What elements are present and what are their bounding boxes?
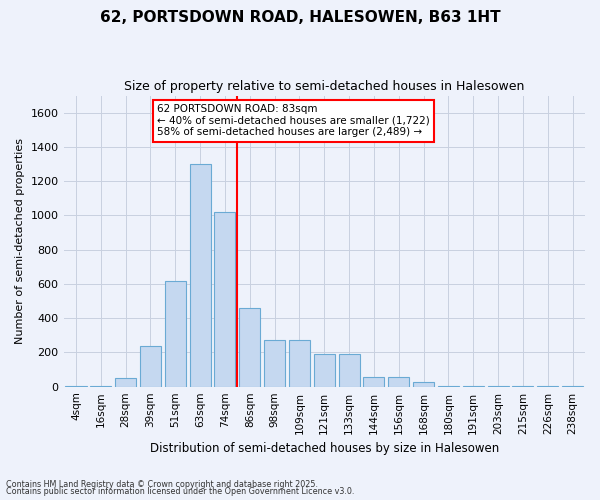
Y-axis label: Number of semi-detached properties: Number of semi-detached properties (15, 138, 25, 344)
Title: Size of property relative to semi-detached houses in Halesowen: Size of property relative to semi-detach… (124, 80, 524, 93)
Bar (190, 164, 211, 386)
Text: 62, PORTSDOWN ROAD, HALESOWEN, B63 1HT: 62, PORTSDOWN ROAD, HALESOWEN, B63 1HT (100, 10, 500, 25)
Bar (239, 308, 260, 386)
Bar (264, 340, 285, 386)
Bar (115, 378, 136, 386)
X-axis label: Distribution of semi-detached houses by size in Halesowen: Distribution of semi-detached houses by … (149, 442, 499, 455)
Text: Contains public sector information licensed under the Open Government Licence v3: Contains public sector information licen… (6, 487, 355, 496)
Text: Contains HM Land Registry data © Crown copyright and database right 2025.: Contains HM Land Registry data © Crown c… (6, 480, 318, 489)
Bar (314, 354, 335, 386)
Bar (140, 346, 161, 387)
Bar (165, 280, 186, 386)
Bar (289, 340, 310, 386)
Bar (214, 212, 235, 386)
Bar (388, 378, 409, 386)
Bar (364, 378, 385, 386)
Bar (413, 382, 434, 386)
Bar (338, 354, 359, 386)
Text: 62 PORTSDOWN ROAD: 83sqm
← 40% of semi-detached houses are smaller (1,722)
58% o: 62 PORTSDOWN ROAD: 83sqm ← 40% of semi-d… (157, 104, 430, 138)
